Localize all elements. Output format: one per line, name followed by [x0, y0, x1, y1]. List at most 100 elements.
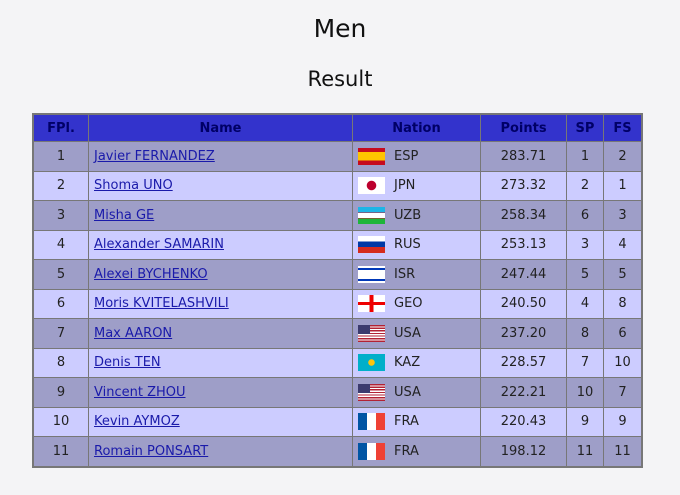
points: 228.57: [480, 347, 567, 378]
table-row: 3 Misha GE UZB 258.34 6 3: [32, 200, 643, 231]
skater-name-cell: Misha GE: [88, 200, 353, 231]
sp-rank: 8: [566, 318, 604, 349]
nation-code: ISR: [394, 266, 416, 282]
flag-isr-icon: [358, 265, 385, 283]
fs-rank: 2: [603, 141, 643, 172]
nation-code: USA: [394, 384, 421, 400]
sp-rank: 11: [566, 436, 604, 467]
skater-link[interactable]: Max AARON: [94, 325, 173, 341]
sp-rank: 3: [566, 229, 604, 260]
header-nation: Nation: [352, 113, 481, 142]
skater-link[interactable]: Denis TEN: [94, 355, 161, 371]
header-row: FPl. Name Nation Points SP FS: [32, 113, 643, 142]
skater-link[interactable]: Shoma UNO: [94, 178, 173, 194]
table-row: 10 Kevin AYMOZ FRA 220.43 9 9: [32, 406, 643, 437]
fs-rank: 3: [603, 200, 643, 231]
skater-link[interactable]: Kevin AYMOZ: [94, 414, 180, 430]
skater-name-cell: Kevin AYMOZ: [88, 406, 353, 437]
skater-name-cell: Denis TEN: [88, 347, 353, 378]
points: 258.34: [480, 200, 567, 231]
nation-cell: KAZ: [352, 347, 481, 378]
placement: 8: [32, 347, 89, 378]
nation-cell: GEO: [352, 288, 481, 319]
header-points: Points: [480, 113, 567, 142]
placement: 2: [32, 170, 89, 201]
table-row: 4 Alexander SAMARIN RUS 253.13 3 4: [32, 229, 643, 260]
sp-rank: 9: [566, 406, 604, 437]
points: 247.44: [480, 259, 567, 290]
sp-rank: 10: [566, 377, 604, 408]
nation-code: ESP: [394, 148, 419, 164]
table-row: 6 Moris KVITELASHVILI GEO 240.50 4 8: [32, 288, 643, 319]
placement: 1: [32, 141, 89, 172]
fs-rank: 7: [603, 377, 643, 408]
nation-code: KAZ: [394, 355, 421, 371]
placement: 7: [32, 318, 89, 349]
header-sp: SP: [566, 113, 604, 142]
nation-cell: FRA: [352, 436, 481, 467]
nation-cell: UZB: [352, 200, 481, 231]
nation-cell: JPN: [352, 170, 481, 201]
nation-cell: FRA: [352, 406, 481, 437]
flag-fra-icon: [358, 442, 385, 460]
nation-code: FRA: [394, 414, 419, 430]
fs-rank: 6: [603, 318, 643, 349]
skater-link[interactable]: Romain PONSART: [94, 443, 209, 459]
points: 283.71: [480, 141, 567, 172]
placement: 5: [32, 259, 89, 290]
flag-rus-icon: [358, 236, 385, 254]
skater-name-cell: Romain PONSART: [88, 436, 353, 467]
nation-cell: USA: [352, 318, 481, 349]
placement: 10: [32, 406, 89, 437]
page-subtitle: Result: [307, 67, 373, 91]
skater-name-cell: Max AARON: [88, 318, 353, 349]
skater-link[interactable]: Vincent ZHOU: [94, 384, 186, 400]
sp-rank: 1: [566, 141, 604, 172]
fs-rank: 5: [603, 259, 643, 290]
table-row: 1 Javier FERNANDEZ ESP 283.71 1 2: [32, 141, 643, 172]
table-row: 8 Denis TEN KAZ 228.57 7 10: [32, 347, 643, 378]
nation-cell: RUS: [352, 229, 481, 260]
fs-rank: 11: [603, 436, 643, 467]
fs-rank: 4: [603, 229, 643, 260]
flag-fra-icon: [358, 413, 385, 431]
points: 222.21: [480, 377, 567, 408]
table-row: 2 Shoma UNO JPN 273.32 2 1: [32, 170, 643, 201]
placement: 11: [32, 436, 89, 467]
skater-name-cell: Vincent ZHOU: [88, 377, 353, 408]
placement: 3: [32, 200, 89, 231]
placement: 6: [32, 288, 89, 319]
flag-jpn-icon: [358, 177, 385, 195]
skater-link[interactable]: Javier FERNANDEZ: [94, 148, 215, 164]
nation-code: GEO: [394, 296, 423, 312]
skater-link[interactable]: Misha GE: [94, 207, 155, 223]
page-title: Men: [313, 14, 367, 43]
fs-rank: 1: [603, 170, 643, 201]
table-row: 7 Max AARON USA 237.20 8 6: [32, 318, 643, 349]
results-table: FPl. Name Nation Points SP FS 1 Javier F…: [32, 113, 643, 468]
placement: 4: [32, 229, 89, 260]
flag-usa-icon: [358, 324, 385, 342]
header-name: Name: [88, 113, 353, 142]
flag-esp-icon: [358, 147, 385, 165]
flag-geo-icon: [358, 295, 385, 313]
sp-rank: 4: [566, 288, 604, 319]
nation-cell: ESP: [352, 141, 481, 172]
header-fs: FS: [603, 113, 643, 142]
points: 253.13: [480, 229, 567, 260]
nation-code: FRA: [394, 443, 419, 459]
nation-code: UZB: [394, 207, 422, 223]
skater-link[interactable]: Alexei BYCHENKO: [94, 266, 208, 282]
skater-name-cell: Alexei BYCHENKO: [88, 259, 353, 290]
flag-uzb-icon: [358, 206, 385, 224]
points: 198.12: [480, 436, 567, 467]
skater-name-cell: Moris KVITELASHVILI: [88, 288, 353, 319]
sp-rank: 5: [566, 259, 604, 290]
points: 273.32: [480, 170, 567, 201]
skater-link[interactable]: Alexander SAMARIN: [94, 237, 224, 253]
nation-cell: ISR: [352, 259, 481, 290]
placement: 9: [32, 377, 89, 408]
table-row: 11 Romain PONSART FRA 198.12 11 11: [32, 436, 643, 467]
skater-name-cell: Javier FERNANDEZ: [88, 141, 353, 172]
skater-link[interactable]: Moris KVITELASHVILI: [94, 296, 229, 312]
